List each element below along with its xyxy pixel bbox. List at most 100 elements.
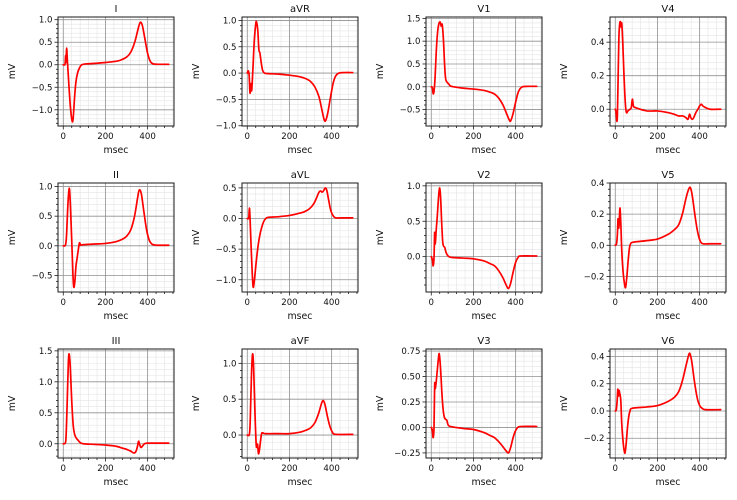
- y-tick-label: 0.0: [591, 407, 605, 417]
- x-tick-label: 0: [613, 464, 618, 474]
- subplot-cell-V5: 0 200 400 −0.2 0.0 0.2 0.4 V5 msec mV: [552, 166, 736, 332]
- ecg-waveform-V6: [614, 352, 722, 455]
- x-axis-label: msec: [104, 145, 129, 156]
- minor-grid: [426, 349, 542, 458]
- x-tick-label: 200: [97, 464, 113, 474]
- x-tick-label: 200: [97, 132, 113, 142]
- minor-grid: [610, 183, 726, 292]
- x-tick-label: 400: [691, 298, 707, 308]
- subplot-aVF: 0 200 400 0.0 0.5 1.0 aVF msec mV: [184, 332, 368, 498]
- subplot-cell-aVR: 0 200 400 −1.0 −0.5 0.0 0.5 1.0 aVR msec mV: [184, 0, 368, 166]
- y-axis-label: mV: [191, 63, 202, 79]
- x-tick-label: 0: [61, 464, 66, 474]
- y-tick-label: 0.0: [407, 83, 421, 93]
- y-tick-label: 0.0: [407, 253, 421, 263]
- subplot-title: aVR: [290, 4, 310, 15]
- subplot-cell-V3: 0 200 400 −0.25 0.00 0.25 0.50 0.75 V3 msec mV: [368, 332, 552, 498]
- y-tick-label: 0.0: [39, 61, 53, 71]
- major-grid: [610, 17, 726, 126]
- x-axis-label: msec: [656, 311, 681, 322]
- y-tick-label: 1.0: [39, 16, 53, 26]
- x-tick-label: 0: [429, 132, 434, 142]
- subplot-cell-V4: 0 200 400 0.0 0.2 0.4 V4 msec mV: [552, 0, 736, 166]
- plot-spines: [609, 182, 727, 293]
- y-tick-label: 0.5: [39, 38, 53, 48]
- subplot-V2: 0 200 400 0.0 0.5 1.0 V2 msec mV: [368, 166, 552, 332]
- y-tick-label: −1.0: [32, 106, 53, 116]
- subplot-cell-aVF: 0 200 400 0.0 0.5 1.0 aVF msec mV: [184, 332, 368, 498]
- y-tick-label: 0.2: [591, 210, 605, 220]
- x-tick-label: 400: [323, 298, 339, 308]
- x-tick-label: 0: [61, 132, 66, 142]
- x-tick-label: 0: [245, 298, 250, 308]
- plot-spines: [241, 348, 359, 459]
- x-tick-label: 0: [613, 132, 618, 142]
- y-tick-label: 1.5: [407, 14, 421, 24]
- ecg-waveform-III: [62, 352, 170, 454]
- x-tick-label: 200: [465, 298, 481, 308]
- plot-spines: [425, 348, 543, 459]
- y-tick-label: 1.0: [407, 37, 421, 47]
- y-axis-label: mV: [7, 395, 18, 411]
- x-tick-label: 0: [245, 132, 250, 142]
- x-tick-label: 0: [613, 298, 618, 308]
- y-tick-label: 0.5: [407, 60, 421, 70]
- plot-spines: [57, 182, 175, 293]
- subplot-title: aVF: [291, 336, 310, 347]
- ecg-waveform-II: [62, 187, 170, 289]
- x-tick-label: 200: [97, 298, 113, 308]
- x-axis-label: msec: [472, 145, 497, 156]
- y-tick-label: −0.5: [216, 245, 237, 255]
- y-tick-label: 1.0: [39, 183, 53, 193]
- subplot-title: V6: [661, 336, 674, 347]
- minor-grid: [610, 349, 726, 458]
- y-tick-label: 0.2: [591, 380, 605, 390]
- y-axis-label: mV: [375, 63, 386, 79]
- x-tick-label: 200: [465, 464, 481, 474]
- y-axis-label: mV: [7, 229, 18, 245]
- major-grid: [426, 17, 542, 126]
- y-tick-label: 0.5: [223, 43, 237, 53]
- minor-grid: [58, 17, 174, 126]
- ecg-waveform-V1: [430, 21, 538, 123]
- y-tick-label: −1.0: [216, 276, 237, 286]
- x-axis-label: msec: [472, 477, 497, 488]
- y-tick-label: −0.5: [32, 83, 53, 93]
- y-tick-label: −0.5: [32, 271, 53, 281]
- y-tick-label: 0.0: [223, 431, 237, 441]
- ecg-waveform-I: [62, 21, 170, 123]
- subplot-V5: 0 200 400 −0.2 0.0 0.2 0.4 V5 msec mV: [552, 166, 736, 332]
- y-tick-label: 0.5: [39, 212, 53, 222]
- subplot-aVR: 0 200 400 −1.0 −0.5 0.0 0.5 1.0 aVR msec mV: [184, 0, 368, 166]
- plot-spines: [609, 348, 727, 459]
- subplot-title: V3: [477, 336, 490, 347]
- y-tick-label: 0.0: [591, 241, 605, 251]
- y-tick-label: −1.0: [216, 122, 237, 132]
- subplot-title: I: [115, 4, 118, 15]
- subplot-V6: 0 200 400 −0.2 0.0 0.2 0.4 V6 msec mV: [552, 332, 736, 498]
- x-tick-label: 200: [649, 132, 665, 142]
- x-tick-label: 0: [429, 464, 434, 474]
- subplot-III: 0 200 400 0.0 0.5 1.0 1.5 III msec mV: [0, 332, 184, 498]
- minor-grid: [58, 349, 174, 458]
- y-axis-label: mV: [191, 229, 202, 245]
- y-axis-label: mV: [559, 63, 570, 79]
- x-axis-label: msec: [656, 145, 681, 156]
- subplot-cell-V6: 0 200 400 −0.2 0.0 0.2 0.4 V6 msec mV: [552, 332, 736, 498]
- x-tick-label: 200: [649, 298, 665, 308]
- subplot-II: 0 200 400 −0.5 0.0 0.5 1.0 II msec mV: [0, 166, 184, 332]
- y-tick-label: 0.5: [223, 395, 237, 405]
- tick-marks: [54, 19, 174, 130]
- minor-grid: [426, 17, 542, 126]
- subplot-cell-aVL: 0 200 400 −1.0 −0.5 0.0 0.5 aVL msec mV: [184, 166, 368, 332]
- x-axis-label: msec: [288, 477, 313, 488]
- ecg-waveform-V2: [430, 187, 538, 290]
- x-tick-label: 400: [507, 132, 523, 142]
- minor-grid: [242, 349, 358, 458]
- y-tick-label: 1.0: [223, 359, 237, 369]
- y-tick-label: 1.0: [407, 182, 421, 192]
- major-grid: [426, 349, 542, 458]
- plot-spines: [241, 16, 359, 127]
- ecg-waveform-aVR: [246, 20, 354, 123]
